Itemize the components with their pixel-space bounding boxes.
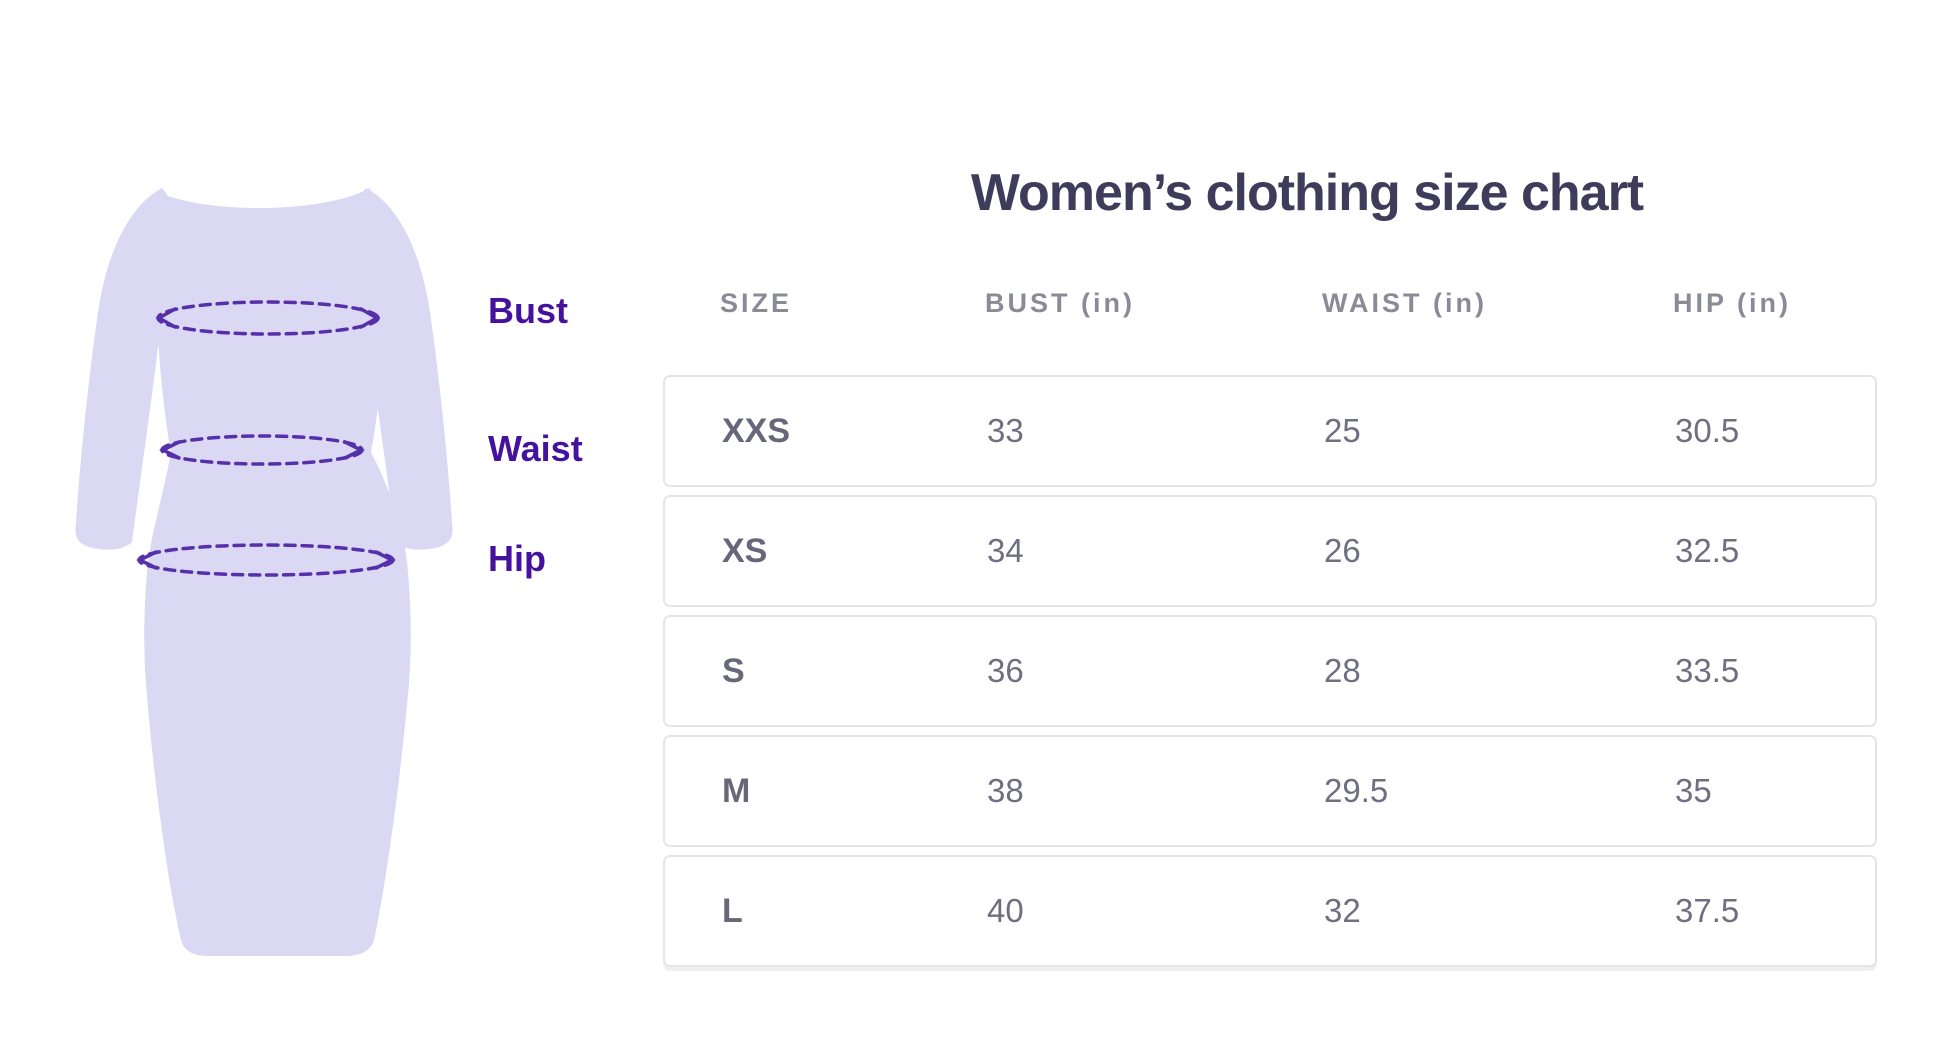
header-cell-bust: BUST (in) [985, 288, 1135, 318]
table-row: M 38 29.5 35 [663, 735, 1877, 847]
measurement-label-waist: Waist [488, 428, 583, 469]
bust-measurement-ellipse [155, 300, 381, 336]
dress-right-sleeve [360, 188, 453, 550]
header-cell-hip: HIP (in) [1673, 288, 1791, 318]
dress-body [144, 188, 411, 956]
cell-hip: 35 [1675, 772, 1712, 809]
measurement-label-hip: Hip [488, 538, 546, 579]
page-title: Women’s clothing size chart [970, 163, 1644, 222]
table-header-row: SIZE BUST (in) WAIST (in) HIP (in) [663, 288, 1877, 319]
cell-size: M [722, 771, 751, 810]
cell-bust: 40 [987, 892, 1024, 929]
waist-measurement-ellipse [159, 434, 365, 466]
cell-waist: 25 [1324, 412, 1361, 449]
cell-hip: 33.5 [1675, 652, 1740, 689]
cell-waist: 26 [1324, 532, 1361, 569]
header-cell-size: SIZE [720, 288, 793, 318]
cell-hip: 37.5 [1675, 892, 1740, 929]
cell-size: XS [722, 531, 768, 570]
cell-size: S [722, 651, 745, 690]
table-row: XS 34 26 32.5 [663, 495, 1877, 607]
hip-measurement-ellipse [136, 543, 396, 577]
table-row: L 40 32 37.5 [663, 855, 1877, 967]
cell-waist: 28 [1324, 652, 1361, 689]
cell-size: XXS [722, 411, 791, 450]
cell-hip: 30.5 [1675, 412, 1740, 449]
cell-bust: 36 [987, 652, 1024, 689]
cell-bust: 38 [987, 772, 1024, 809]
cell-waist: 29.5 [1324, 772, 1389, 809]
measurement-label-bust: Bust [488, 290, 568, 331]
cell-bust: 34 [987, 532, 1024, 569]
dress-illustration [75, 188, 453, 956]
dress-left-sleeve [75, 188, 168, 550]
cell-hip: 32.5 [1675, 532, 1740, 569]
cell-size: L [722, 891, 743, 930]
header-cell-waist: WAIST (in) [1322, 288, 1487, 318]
cell-waist: 32 [1324, 892, 1361, 929]
size-table-body: XXS 33 25 30.5 XS 34 26 32.5 S 36 28 33.5 M 38 29.5 35 L… [663, 375, 1877, 967]
cell-bust: 33 [987, 412, 1024, 449]
table-row: S 36 28 33.5 [663, 615, 1877, 727]
table-row: XXS 33 25 30.5 [663, 375, 1877, 487]
